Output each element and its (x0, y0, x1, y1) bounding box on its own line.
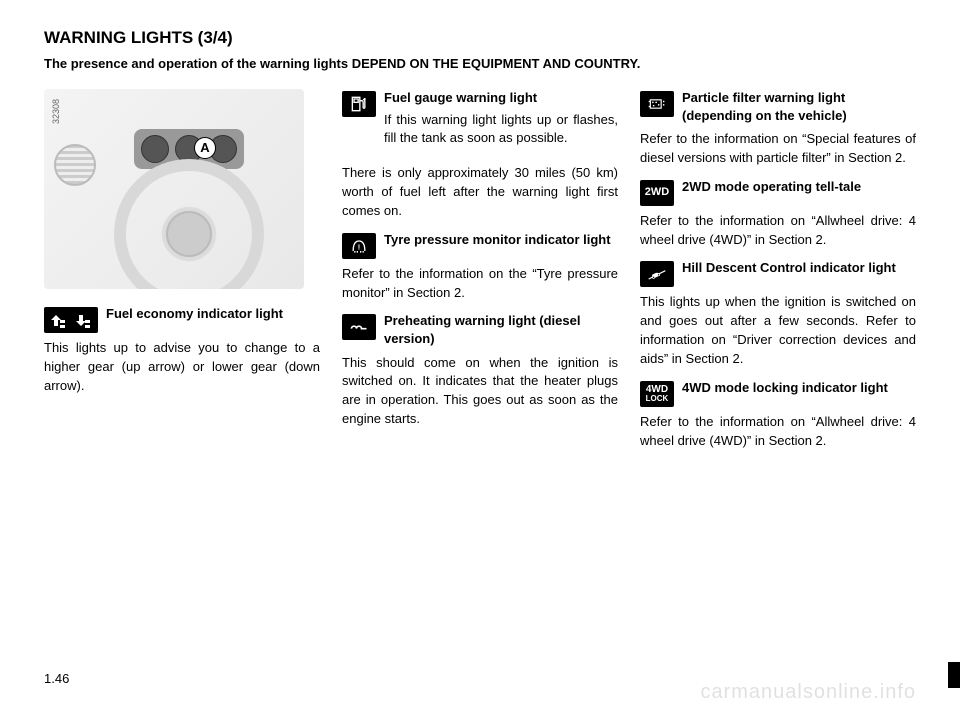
hill-body: This lights up when the ignition is swit… (640, 293, 916, 368)
content-columns: 32308 A (44, 89, 916, 461)
dashboard-figure: 32308 A (44, 89, 304, 289)
entry-preheating: Preheating warning light (diesel version… (342, 312, 618, 347)
2wd-icon-text: 2WD (645, 185, 669, 201)
entry-hill-descent: Hill Descent Control indicator light (640, 259, 916, 287)
lock-text: LOCK (646, 395, 669, 403)
particle-heading: Particle filter warning light (depending… (682, 89, 916, 124)
page-number: 1.46 (44, 671, 69, 686)
watermark: carmanualsonline.info (700, 681, 916, 704)
page-title: WARNING LIGHTS (44, 28, 193, 47)
particle-body: Refer to the information on “Special fea… (640, 130, 916, 168)
preheat-body: This should come on when the ignition is… (342, 354, 618, 429)
column-1: 32308 A (44, 89, 320, 461)
2wd-heading: 2WD mode operating tell-tale (682, 178, 916, 196)
fuel-economy-heading: Fuel economy indicator light (106, 305, 320, 323)
gauge-icon (141, 135, 169, 163)
4wd-body: Refer to the information on “Allwheel dr… (640, 413, 916, 451)
page-subtitle: The presence and operation of the warnin… (44, 56, 916, 71)
hill-heading: Hill Descent Control indicator light (682, 259, 916, 277)
section-tab-marker (948, 662, 960, 688)
entry-tyre-pressure: ! Tyre pressure monitor indicator light (342, 231, 618, 259)
entry-4wd-lock: 4WD LOCK 4WD mode locking indicator ligh… (640, 379, 916, 407)
preheating-coil-icon (342, 314, 376, 340)
wheel-center-icon (166, 211, 212, 257)
fuel-gauge-heading: Fuel gauge warning light (384, 89, 618, 107)
tyre-pressure-icon: ! (342, 233, 376, 259)
fuel-pump-icon (342, 91, 376, 117)
fuel-economy-icon (44, 307, 98, 333)
entry-fuel-gauge: Fuel gauge warning light If this warning… (342, 89, 618, 158)
preheat-heading: Preheating warning light (diesel version… (384, 312, 618, 347)
page-title-part: (3/4) (198, 28, 233, 47)
entry-particle-filter: Particle filter warning light (depending… (640, 89, 916, 124)
manual-page: WARNING LIGHTS (3/4) The presence and op… (0, 0, 960, 481)
4wd-heading: 4WD mode locking indicator light (682, 379, 916, 397)
column-3: Particle filter warning light (depending… (640, 89, 916, 461)
steering-wheel-icon (114, 159, 264, 289)
svg-text:!: ! (358, 242, 361, 251)
tyre-heading: Tyre pressure monitor indicator light (384, 231, 618, 249)
column-2: Fuel gauge warning light If this warning… (342, 89, 618, 461)
figure-label-a: A (194, 137, 216, 159)
fuel-gauge-body2: There is only approximately 30 miles (50… (342, 164, 618, 221)
particle-filter-icon (640, 91, 674, 117)
entry-fuel-economy: Fuel economy indicator light (44, 305, 320, 333)
4wd-lock-icon: 4WD LOCK (640, 381, 674, 407)
hill-descent-icon (640, 261, 674, 287)
2wd-body: Refer to the information on “Allwheel dr… (640, 212, 916, 250)
image-id: 32308 (50, 99, 63, 124)
fuel-economy-body: This lights up to advise you to change t… (44, 339, 320, 396)
2wd-icon: 2WD (640, 180, 674, 206)
tyre-body: Refer to the information on the “Tyre pr… (342, 265, 618, 303)
entry-2wd: 2WD 2WD mode operating tell-tale (640, 178, 916, 206)
title-row: WARNING LIGHTS (3/4) (44, 28, 916, 48)
air-vent-icon (54, 144, 96, 186)
fuel-gauge-body1: If this warning light lights up or flash… (384, 111, 618, 149)
